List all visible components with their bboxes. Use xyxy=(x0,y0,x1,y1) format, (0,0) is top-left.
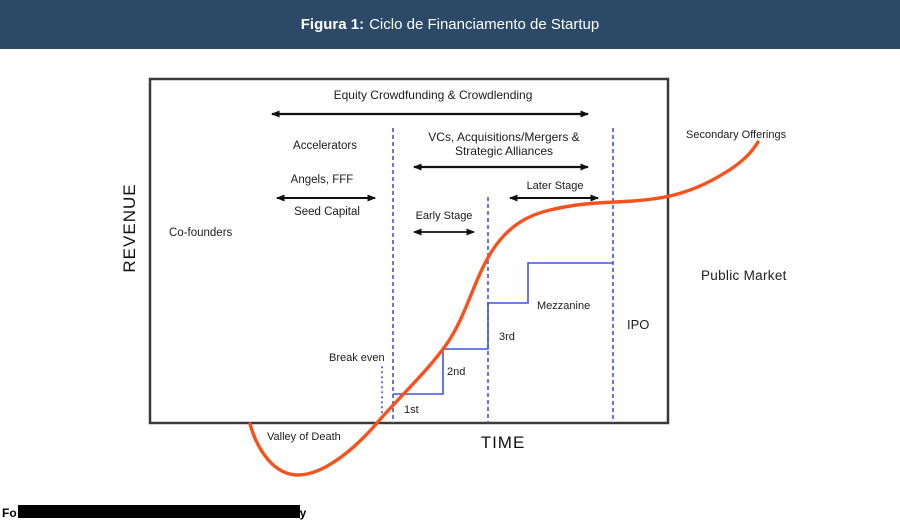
vcs-line2: Strategic Alliances xyxy=(454,144,554,158)
stage-label-early-stage: Early Stage xyxy=(415,210,473,222)
break-even-label: Break even xyxy=(329,352,385,364)
y-axis-label: REVENUE xyxy=(120,183,139,273)
funding-rounds-staircase xyxy=(393,262,613,395)
round-label-mezzanine: Mezzanine xyxy=(537,300,591,312)
round-label-3rd: 3rd xyxy=(499,331,515,343)
revenue-curve xyxy=(248,140,760,477)
figure-title: Ciclo de Financiamento de Startup xyxy=(369,16,600,33)
stage-label-cofounders: Co-founders xyxy=(169,227,233,239)
round-label-1st: 1st xyxy=(404,404,419,416)
stage-label-angels-fff: Angels, FFF xyxy=(290,174,354,186)
stage-label-seed-capital: Seed Capital xyxy=(294,206,360,218)
x-axis-label: TIME xyxy=(480,433,526,452)
stage-label-later-stage: Later Stage xyxy=(526,180,584,192)
figure-number: Figura 1: xyxy=(300,16,365,33)
source-prefix: Fo xyxy=(2,505,17,520)
stage-label-public-market: Public Market xyxy=(701,268,787,283)
plot-box xyxy=(148,77,670,425)
stage-label-secondary-offerings: Secondary Offerings xyxy=(686,129,787,141)
vcs-line1: VCs, Acquisitions/Mergers & xyxy=(428,130,580,144)
figure-caption-banner: Figura 1: Ciclo de Financiamento de Star… xyxy=(0,0,900,49)
valley-of-death-label: Valley of Death xyxy=(267,431,341,443)
round-label-2nd: 2nd xyxy=(447,366,466,378)
diagram-canvas xyxy=(148,77,760,477)
source-suffix: y xyxy=(299,505,307,520)
stage-label-ipo: IPO xyxy=(627,317,650,332)
source-redaction-bar xyxy=(17,505,300,518)
source-line: Fo y xyxy=(2,505,306,520)
stage-label-vcs: VCs, Acquisitions/Mergers & Strategic Al… xyxy=(404,130,604,158)
stage-label-equity-crowdfunding: Equity Crowdfunding & Crowdlending xyxy=(333,88,533,102)
stage-label-accelerators: Accelerators xyxy=(293,140,357,152)
